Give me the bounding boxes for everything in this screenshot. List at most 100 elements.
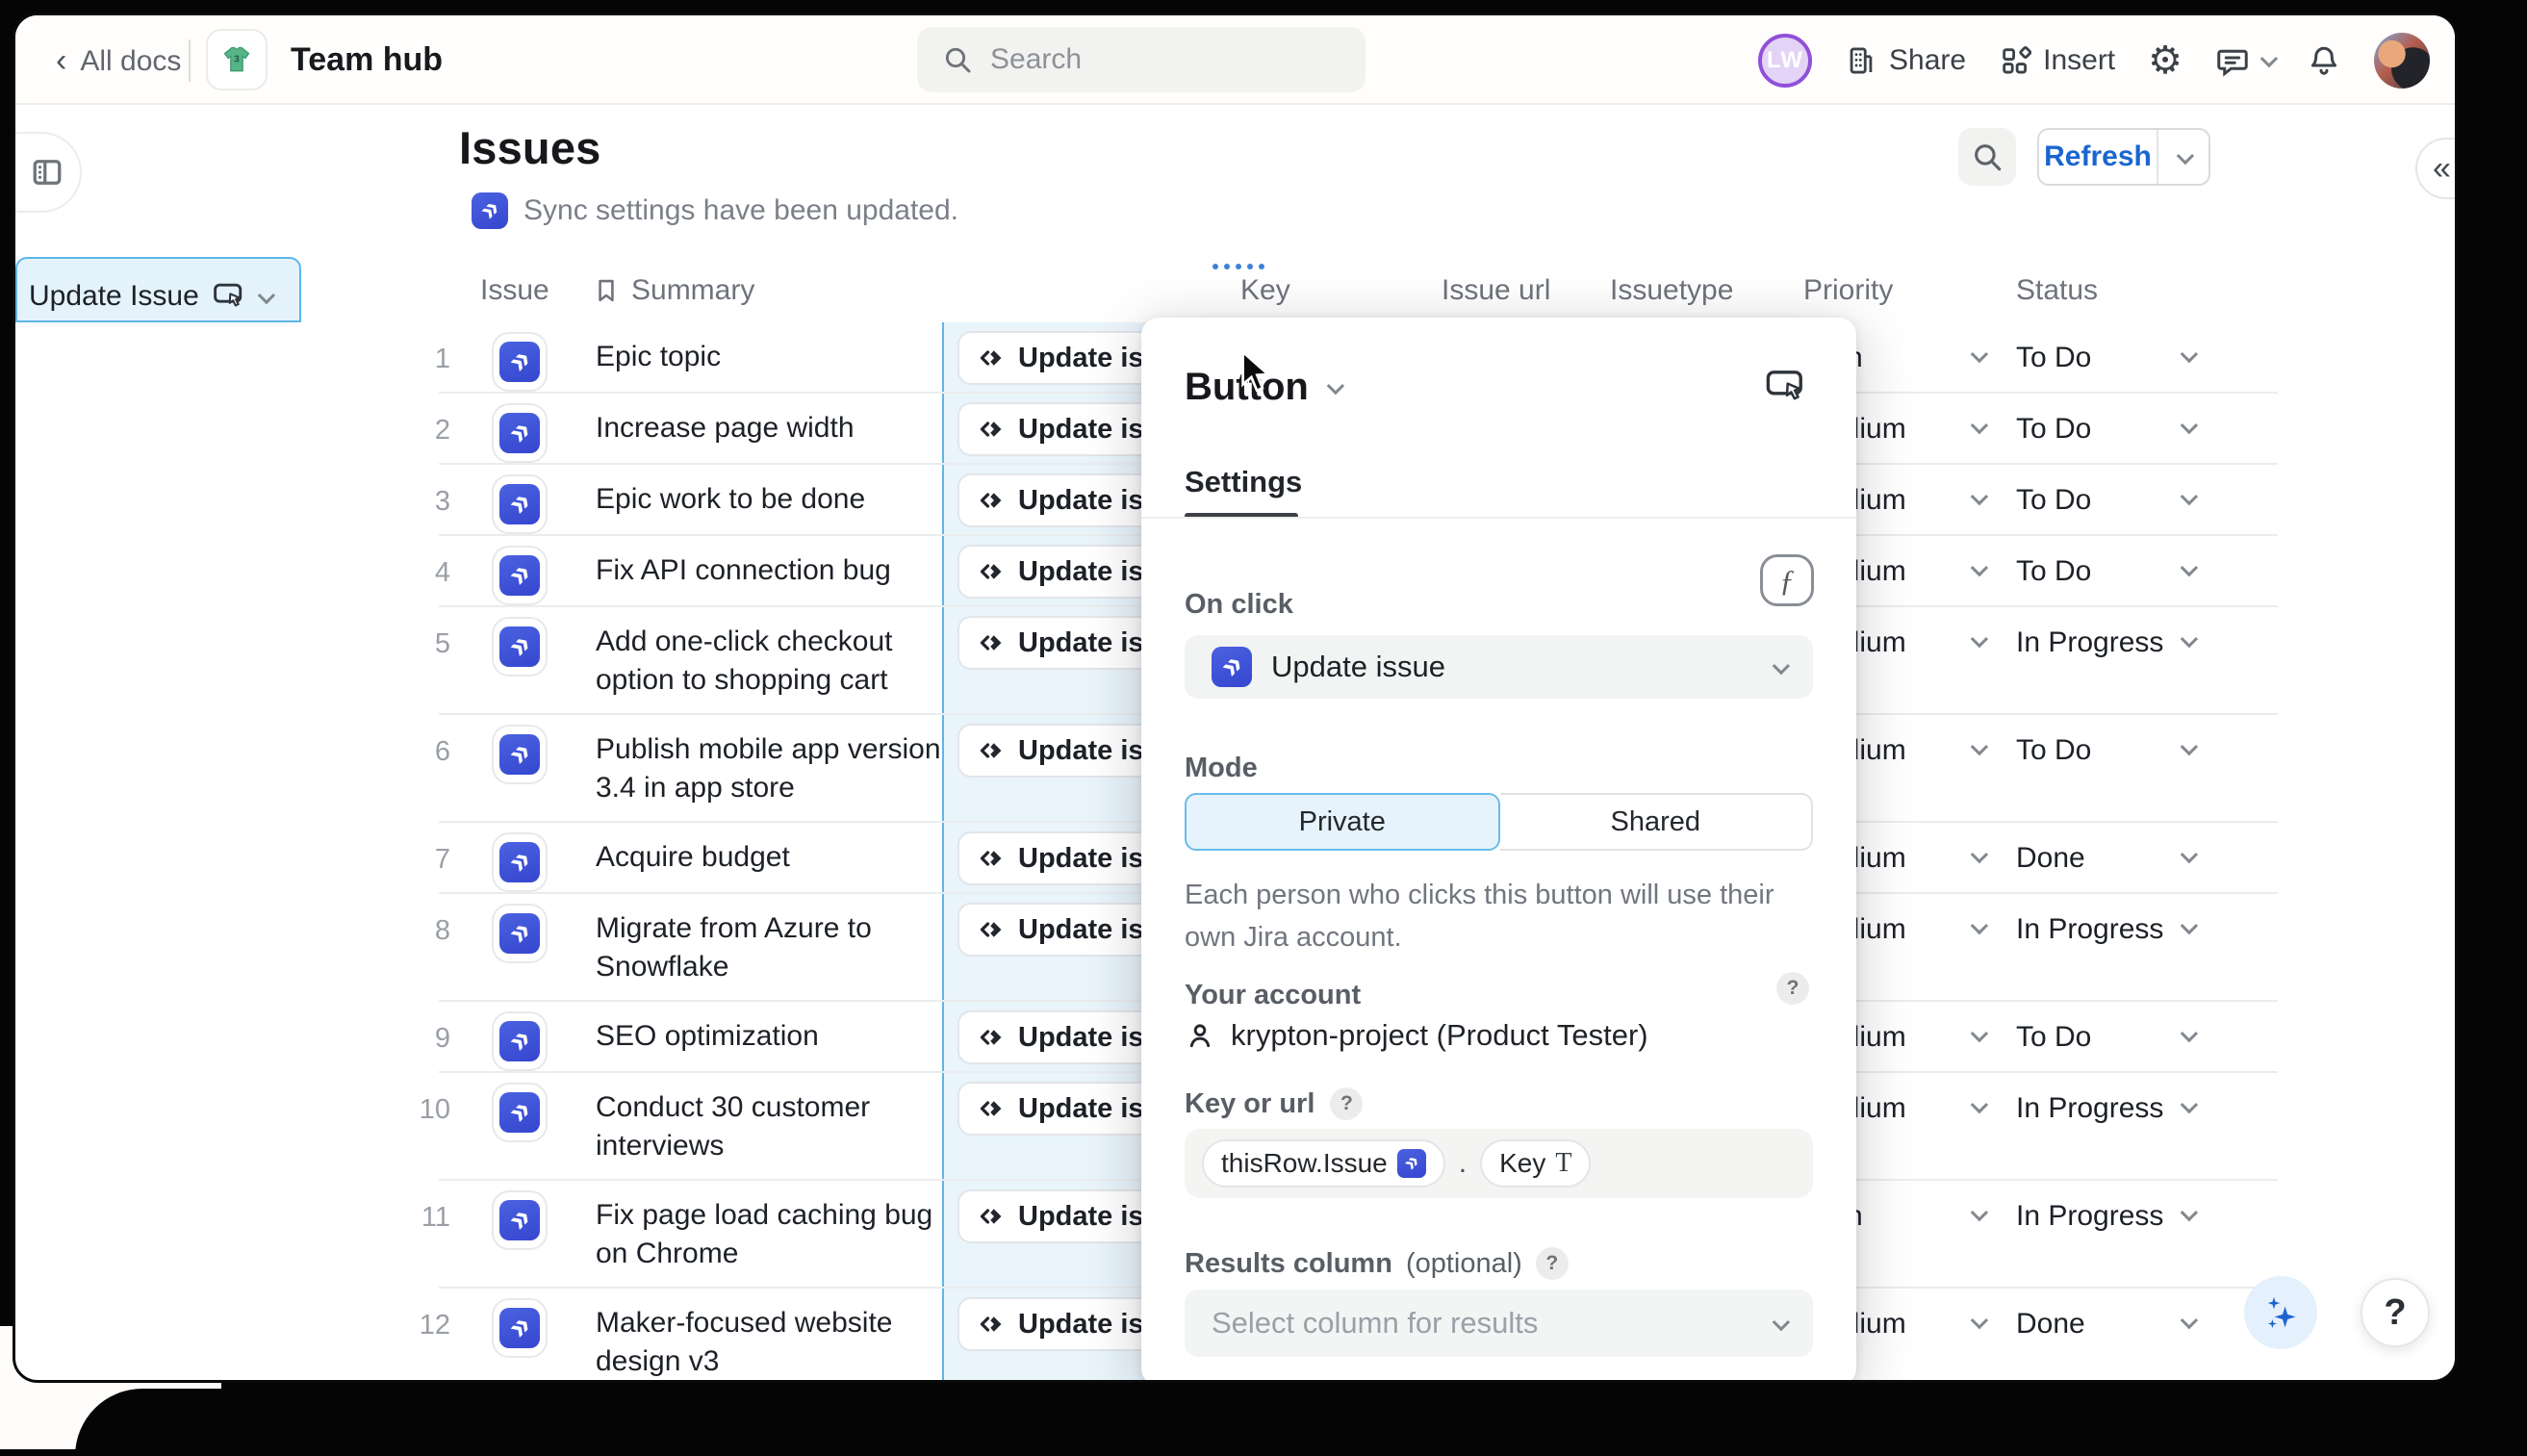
issue-cell[interactable] <box>492 1298 548 1358</box>
priority-chevron-icon[interactable] <box>1970 916 1989 935</box>
results-column-select[interactable]: Select column for results <box>1185 1290 1813 1357</box>
user-avatar[interactable] <box>2374 32 2430 89</box>
col-header-key[interactable]: Key <box>1240 274 1290 306</box>
col-header-update-issue[interactable]: Update Issue <box>15 257 1264 322</box>
column-drag-handle[interactable] <box>1212 264 1264 269</box>
notifications-button[interactable] <box>2307 43 2341 78</box>
summary-cell[interactable]: Migrate from Azure to Snowflake <box>596 912 872 983</box>
col-header-issue[interactable]: Issue <box>480 274 549 306</box>
summary-cell[interactable]: Increase page width <box>596 412 855 444</box>
issue-cell[interactable] <box>492 474 548 534</box>
formula-chip-thisrow-issue[interactable]: thisRow.Issue <box>1202 1139 1445 1188</box>
summary-cell[interactable]: Fix API connection bug <box>596 554 891 586</box>
refresh-split-button[interactable]: Refresh <box>2037 128 2210 186</box>
status-cell[interactable]: Done <box>2016 842 2085 874</box>
issue-cell[interactable] <box>492 832 548 892</box>
status-cell[interactable]: To Do <box>2016 734 2092 766</box>
priority-chevron-icon[interactable] <box>1970 629 1989 649</box>
summary-cell[interactable]: SEO optimization <box>596 1020 819 1052</box>
status-cell[interactable]: To Do <box>2016 484 2092 516</box>
status-cell[interactable]: In Progress <box>2016 626 2164 658</box>
help-badge-icon[interactable]: ? <box>1330 1087 1364 1120</box>
insert-button[interactable]: Insert <box>1999 44 2115 77</box>
status-chevron-icon[interactable] <box>2180 1095 2199 1114</box>
summary-cell[interactable]: Add one-click checkout option to shoppin… <box>596 626 893 696</box>
issue-cell[interactable] <box>492 725 548 784</box>
ai-assistant-button[interactable] <box>2244 1276 2317 1349</box>
col-header-issuetype[interactable]: Issuetype <box>1610 274 1734 306</box>
status-cell[interactable]: To Do <box>2016 1021 2092 1053</box>
issue-cell[interactable] <box>492 1190 548 1250</box>
status-cell[interactable]: Done <box>2016 1308 2085 1340</box>
help-badge-icon[interactable]: ? <box>1776 972 1809 1005</box>
status-chevron-icon[interactable] <box>2180 487 2199 506</box>
table-search-button[interactable] <box>1958 128 2016 186</box>
mode-private-option[interactable]: Private <box>1185 793 1500 851</box>
summary-cell[interactable]: Acquire budget <box>596 841 790 873</box>
sidebar-toggle-button[interactable] <box>15 132 82 213</box>
status-cell[interactable]: In Progress <box>2016 913 2164 945</box>
status-chevron-icon[interactable] <box>2180 1024 2199 1043</box>
status-chevron-icon[interactable] <box>2180 416 2199 435</box>
col-header-status[interactable]: Status <box>2016 274 2099 306</box>
issue-cell[interactable] <box>492 617 548 677</box>
issue-cell[interactable] <box>492 403 548 463</box>
status-chevron-icon[interactable] <box>2180 558 2199 577</box>
status-chevron-icon[interactable] <box>2180 737 2199 756</box>
collaborator-avatar[interactable]: LW <box>1758 33 1813 88</box>
status-cell[interactable]: To Do <box>2016 342 2092 373</box>
refresh-label[interactable]: Refresh <box>2044 140 2152 172</box>
summary-cell[interactable]: Epic topic <box>596 341 722 372</box>
summary-cell[interactable]: Publish mobile app version 3.4 in app st… <box>596 733 941 804</box>
status-chevron-icon[interactable] <box>2180 1311 2199 1330</box>
priority-chevron-icon[interactable] <box>1970 1311 1989 1330</box>
col-header-issue-url[interactable]: Issue url <box>1442 274 1551 306</box>
status-chevron-icon[interactable] <box>2180 629 2199 649</box>
all-docs-back-button[interactable]: ‹ All docs <box>56 42 181 80</box>
priority-chevron-icon[interactable] <box>1970 416 1989 435</box>
collapse-panel-button[interactable]: « <box>2415 138 2455 199</box>
refresh-dropdown-button[interactable] <box>2158 146 2208 165</box>
priority-chevron-icon[interactable] <box>1970 1024 1989 1043</box>
priority-chevron-icon[interactable] <box>1970 345 1989 364</box>
priority-chevron-icon[interactable] <box>1970 487 1989 506</box>
priority-chevron-icon[interactable] <box>1970 1203 1989 1222</box>
issue-cell[interactable] <box>492 332 548 392</box>
status-chevron-icon[interactable] <box>2180 345 2199 364</box>
settings-gear-icon[interactable]: ⚙ <box>2148 38 2182 83</box>
mode-shared-option[interactable]: Shared <box>1499 793 1813 851</box>
share-button[interactable]: Share <box>1845 44 1966 77</box>
tab-settings[interactable]: Settings <box>1185 465 1303 498</box>
status-cell[interactable]: To Do <box>2016 555 2092 587</box>
help-button[interactable]: ? <box>2361 1278 2430 1347</box>
priority-chevron-icon[interactable] <box>1970 558 1989 577</box>
priority-chevron-icon[interactable] <box>1970 845 1989 864</box>
status-cell[interactable]: In Progress <box>2016 1092 2164 1124</box>
issue-cell[interactable] <box>492 546 548 605</box>
formula-button[interactable]: ƒ <box>1760 554 1814 606</box>
summary-cell[interactable]: Epic work to be done <box>596 483 866 515</box>
status-chevron-icon[interactable] <box>2180 1203 2199 1222</box>
summary-cell[interactable]: Maker-focused website design v3 <box>596 1307 893 1377</box>
summary-cell[interactable]: Fix page load caching bug on Chrome <box>596 1199 933 1269</box>
status-chevron-icon[interactable] <box>2180 916 2199 935</box>
col-header-summary[interactable]: Summary <box>593 274 754 307</box>
issue-cell[interactable] <box>492 1083 548 1142</box>
help-badge-icon[interactable]: ? <box>1535 1247 1569 1280</box>
status-chevron-icon[interactable] <box>2180 845 2199 864</box>
status-cell[interactable]: To Do <box>2016 413 2092 445</box>
account-row[interactable]: krypton-project (Product Tester) <box>1185 1018 1648 1053</box>
col-header-priority[interactable]: Priority <box>1803 274 1894 306</box>
issue-cell[interactable] <box>492 1011 548 1071</box>
formula-chip-key[interactable]: Key T <box>1480 1139 1592 1188</box>
search-input[interactable]: Search <box>917 27 1366 92</box>
summary-cell[interactable]: Conduct 30 customer interviews <box>596 1091 871 1162</box>
doc-title[interactable]: Team hub <box>291 41 444 78</box>
action-select[interactable]: Update issue <box>1185 635 1813 699</box>
priority-chevron-icon[interactable] <box>1970 737 1989 756</box>
doc-emoji-icon[interactable]: 3 <box>206 29 268 90</box>
comments-button[interactable] <box>2215 43 2279 78</box>
key-formula-field[interactable]: thisRow.Issue . Key T <box>1185 1129 1813 1198</box>
issue-cell[interactable] <box>492 904 548 963</box>
priority-chevron-icon[interactable] <box>1970 1095 1989 1114</box>
